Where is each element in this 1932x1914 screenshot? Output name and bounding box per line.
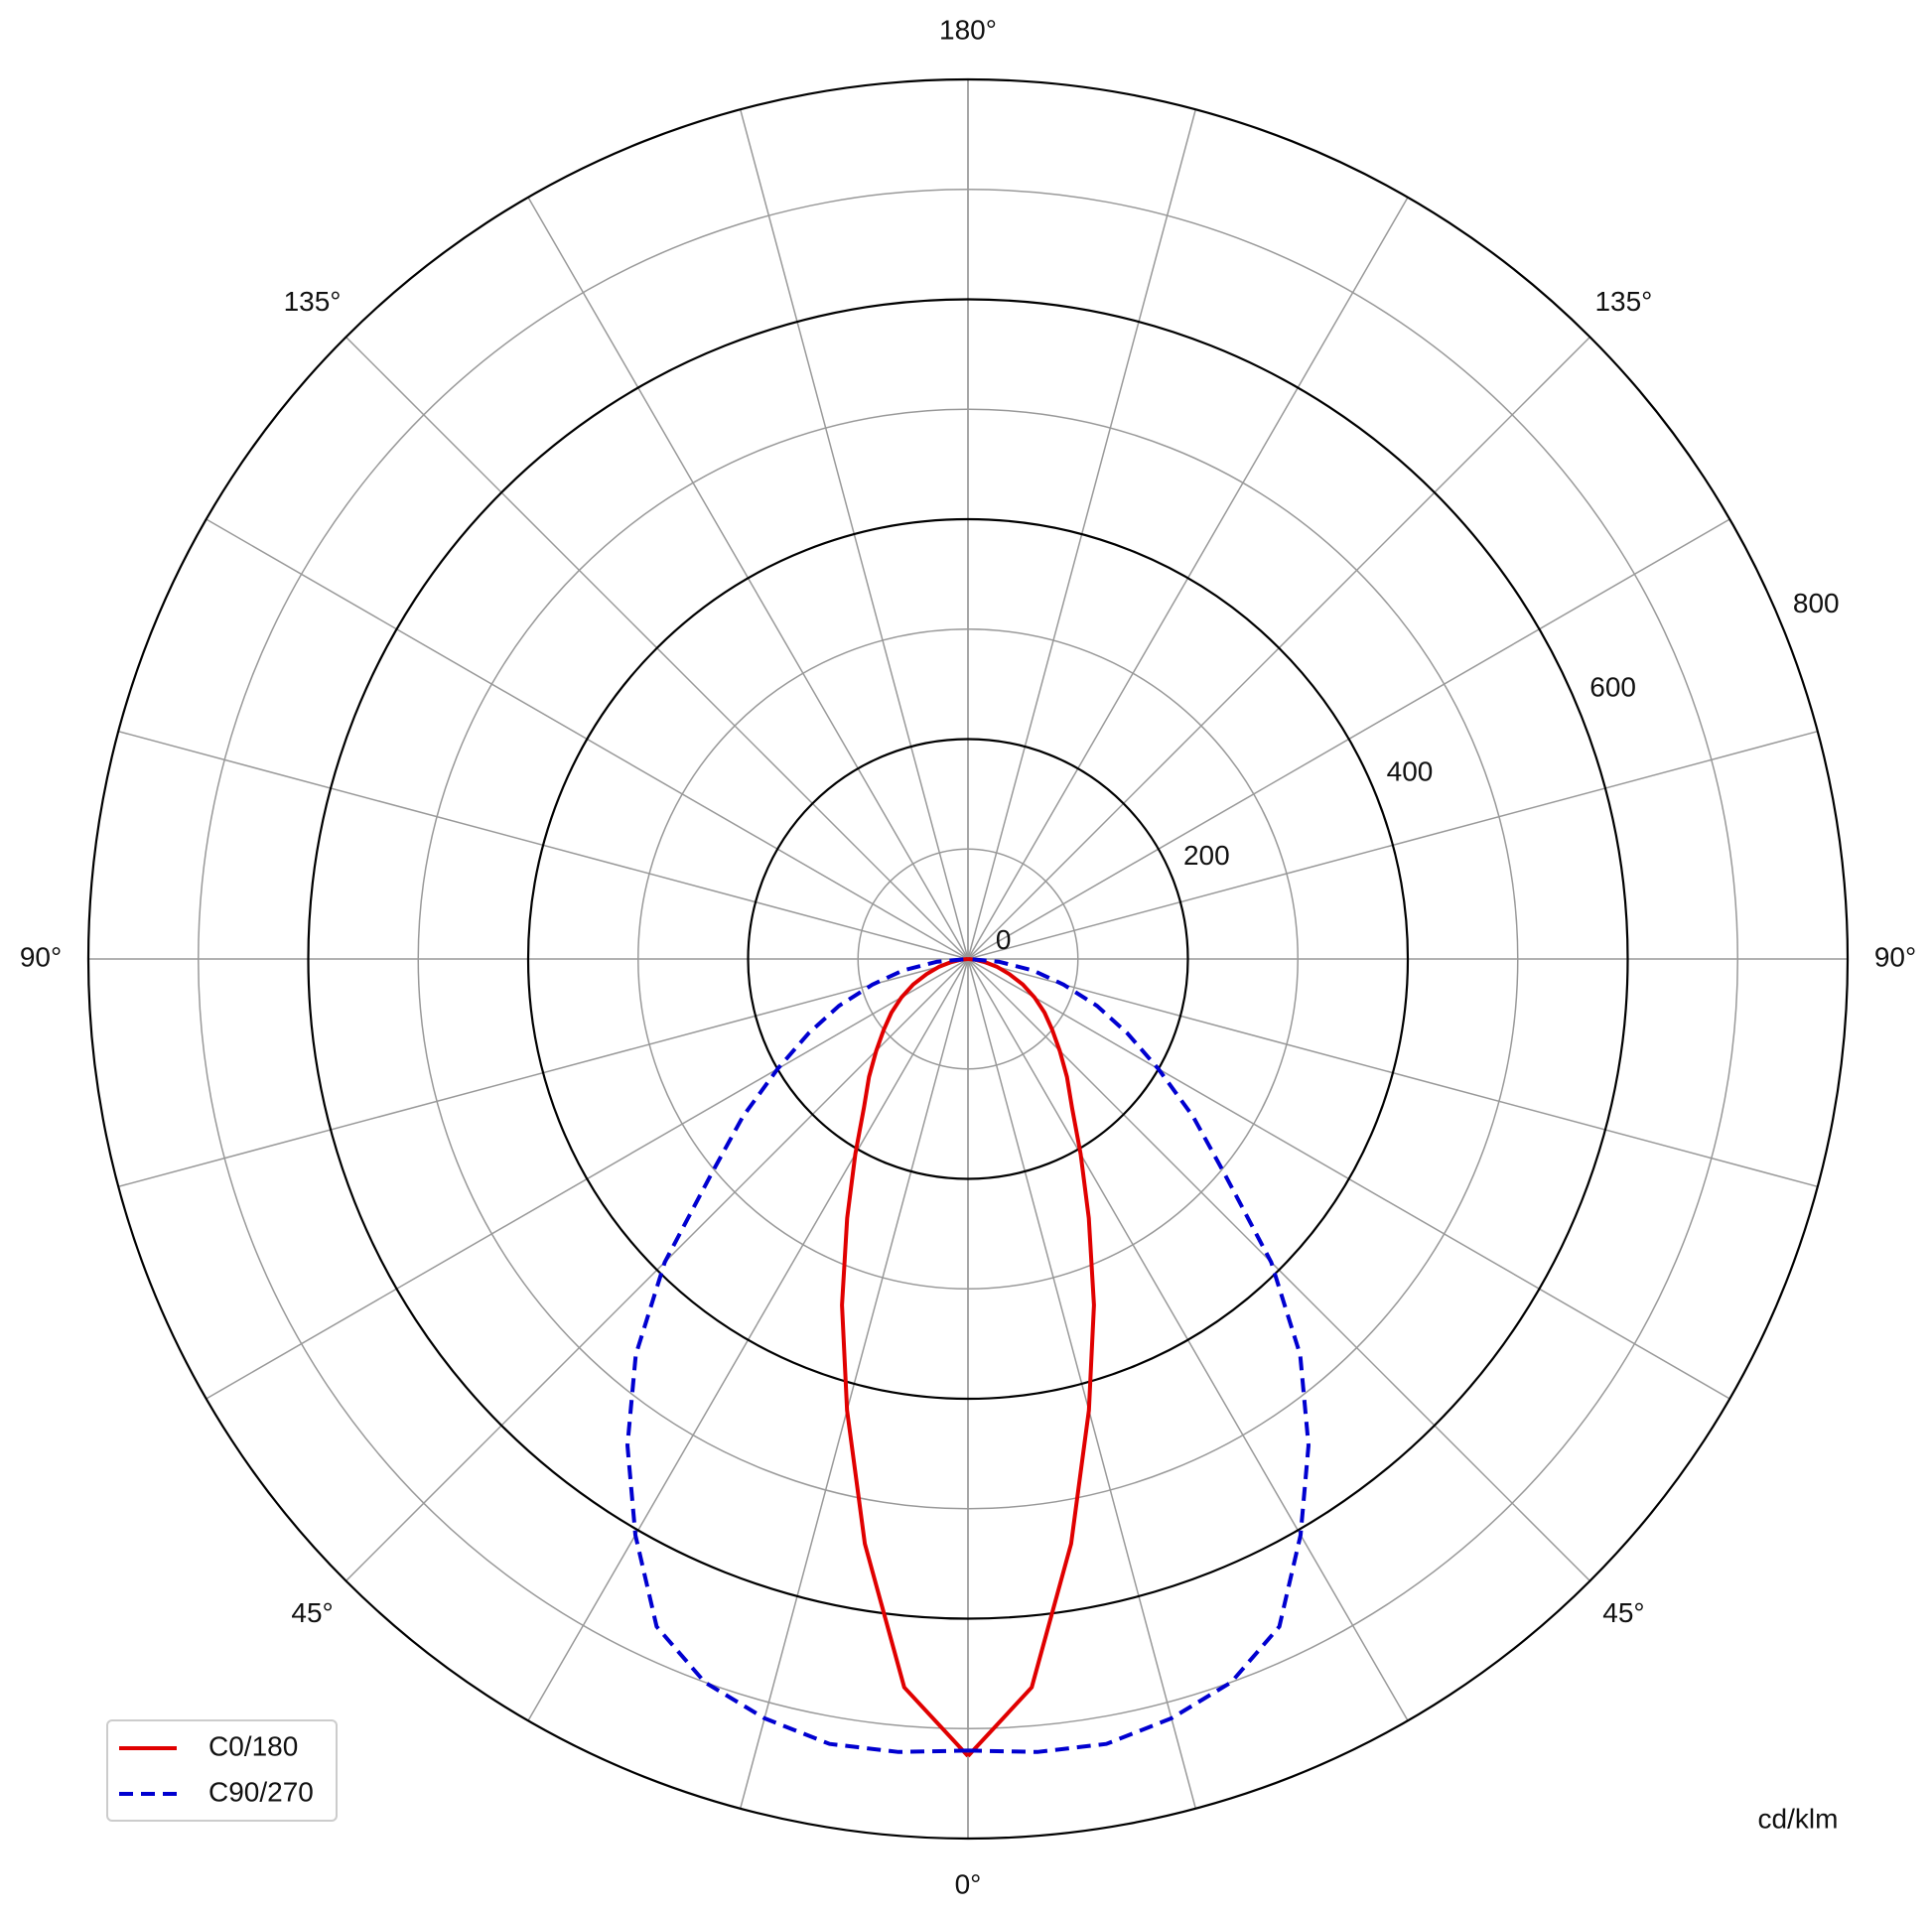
major-ring <box>86 77 1850 1841</box>
theta-tick-label: 180° <box>939 14 997 45</box>
r-tick-label: 800 <box>1793 588 1840 618</box>
unit-label: cd/klm <box>1758 1803 1839 1834</box>
theta-tick-label: 0° <box>955 1868 982 1899</box>
theta-tick-label: 45° <box>1602 1597 1644 1628</box>
theta-tick-label: 90° <box>20 941 62 972</box>
legend-label: C90/270 <box>208 1776 314 1807</box>
major-ring <box>307 298 1629 1620</box>
theta-tick-label: 135° <box>1594 286 1652 317</box>
r-tick-label: 200 <box>1183 840 1230 871</box>
r-tick-label: 400 <box>1387 755 1434 786</box>
curve <box>967 957 1311 1754</box>
theta-tick-label: 45° <box>291 1597 333 1628</box>
r-tick-label: 0 <box>996 924 1012 955</box>
major-ring <box>526 517 1410 1401</box>
theta-tick-label: 135° <box>284 286 342 317</box>
curve <box>840 957 970 1758</box>
major-ring <box>747 738 1189 1180</box>
r-tick-label: 600 <box>1589 672 1636 703</box>
legend-label: C0/180 <box>208 1730 298 1761</box>
curve <box>625 957 969 1754</box>
theta-tick-label: 90° <box>1874 941 1916 972</box>
curve <box>966 957 1096 1758</box>
